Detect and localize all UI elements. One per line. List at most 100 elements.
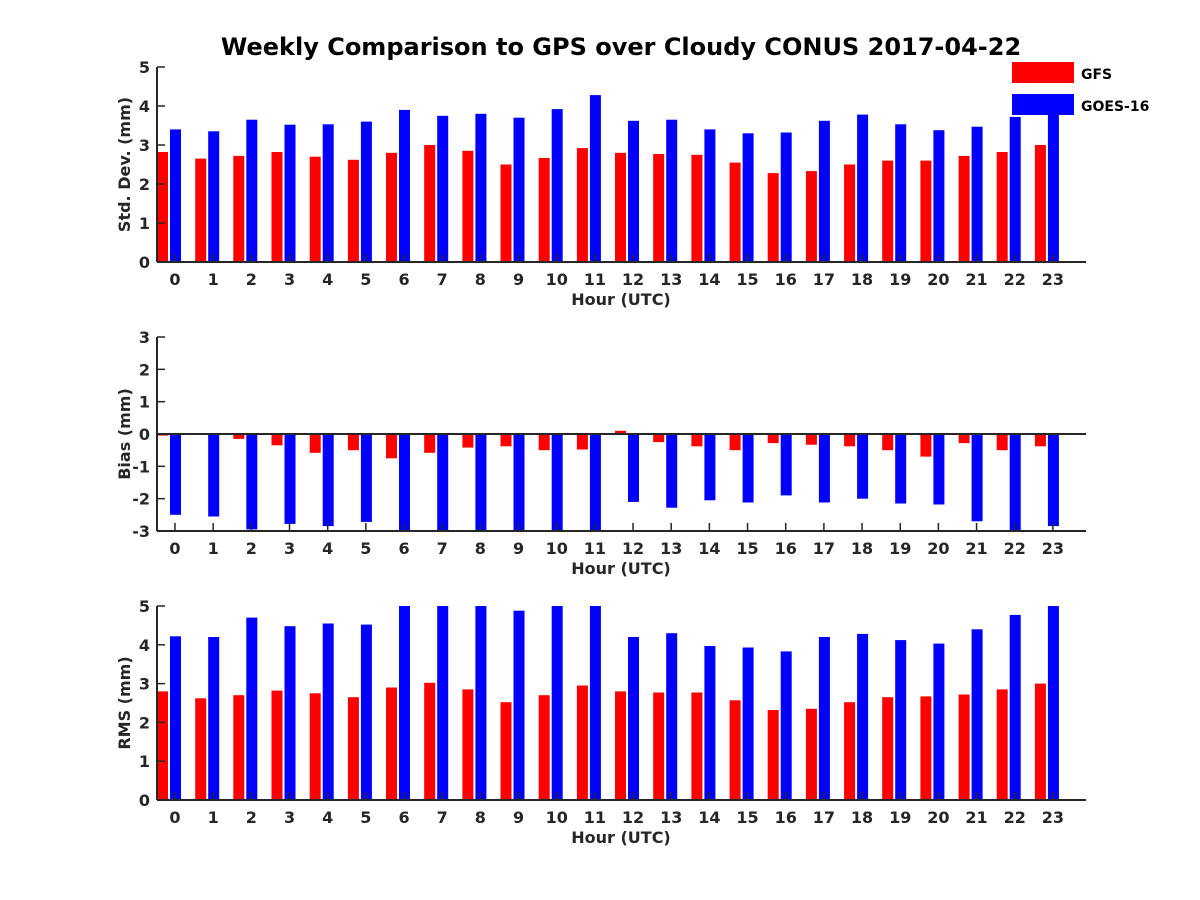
bar-gfs-10 bbox=[538, 695, 550, 800]
bar-gfs-14 bbox=[691, 434, 703, 447]
bar-gfs-3 bbox=[271, 690, 283, 800]
bar-gfs-13 bbox=[653, 692, 665, 800]
x-axis-label: Hour (UTC) bbox=[571, 828, 671, 847]
bar-gfs-23 bbox=[1034, 683, 1046, 800]
bar-goes16-13 bbox=[666, 434, 678, 508]
bar-goes16-7 bbox=[437, 606, 449, 800]
bar-goes16-23 bbox=[1047, 606, 1059, 800]
bar-goes16-10 bbox=[551, 434, 563, 531]
bar-gfs-7 bbox=[424, 145, 436, 262]
bar-gfs-21 bbox=[958, 434, 970, 444]
x-tick-label: 8 bbox=[475, 539, 486, 558]
x-tick-label: 17 bbox=[813, 808, 835, 827]
legend-label-gfs: GFS bbox=[1081, 67, 1112, 83]
x-tick-label: 8 bbox=[475, 270, 486, 289]
x-tick-label: 10 bbox=[546, 808, 568, 827]
bar-gfs-22 bbox=[996, 152, 1008, 262]
bar-goes16-9 bbox=[513, 610, 525, 800]
x-tick-label: 8 bbox=[475, 808, 486, 827]
bar-goes16-10 bbox=[551, 606, 563, 800]
bar-goes16-17 bbox=[818, 120, 830, 262]
bar-gfs-7 bbox=[424, 682, 436, 800]
y-tick-label: 1 bbox=[139, 393, 150, 412]
x-tick-label: 11 bbox=[584, 539, 606, 558]
bar-goes16-21 bbox=[971, 629, 983, 800]
x-tick-label: 21 bbox=[965, 808, 987, 827]
bar-goes16-2 bbox=[246, 434, 258, 530]
bar-goes16-3 bbox=[284, 626, 296, 800]
bar-gfs-17 bbox=[805, 434, 817, 445]
y-tick-label: 0 bbox=[139, 253, 150, 272]
bar-gfs-13 bbox=[653, 154, 665, 262]
bar-gfs-22 bbox=[996, 434, 1008, 451]
x-tick-label: 6 bbox=[398, 539, 409, 558]
bar-goes16-19 bbox=[895, 434, 907, 504]
bar-gfs-0 bbox=[157, 152, 168, 262]
x-tick-label: 0 bbox=[169, 539, 180, 558]
bar-goes16-22 bbox=[1009, 614, 1021, 800]
legend: GFS GOES-16 bbox=[1012, 62, 1149, 115]
x-tick-label: 12 bbox=[622, 270, 644, 289]
bar-goes16-18 bbox=[857, 434, 869, 499]
bar-goes16-23 bbox=[1047, 111, 1059, 262]
y-tick-label: -1 bbox=[132, 457, 150, 476]
bar-goes16-23 bbox=[1047, 434, 1059, 527]
x-tick-label: 12 bbox=[622, 808, 644, 827]
bar-gfs-4 bbox=[309, 156, 321, 262]
y-tick-label: 2 bbox=[139, 360, 150, 379]
bar-gfs-9 bbox=[500, 702, 512, 800]
bar-goes16-7 bbox=[437, 115, 449, 263]
x-tick-label: 17 bbox=[813, 539, 835, 558]
bar-gfs-8 bbox=[462, 689, 474, 800]
x-tick-label: 13 bbox=[660, 539, 682, 558]
bar-gfs-12 bbox=[615, 691, 626, 800]
y-tick-label: 3 bbox=[139, 675, 150, 694]
x-tick-label: 13 bbox=[660, 808, 682, 827]
x-tick-label: 5 bbox=[360, 539, 371, 558]
y-tick-label: 0 bbox=[139, 425, 150, 444]
bar-goes16-12 bbox=[628, 120, 639, 262]
x-tick-label: 15 bbox=[736, 808, 758, 827]
y-tick-label: 1 bbox=[139, 752, 150, 771]
x-tick-label: 20 bbox=[927, 539, 949, 558]
x-tick-label: 3 bbox=[284, 808, 295, 827]
x-tick-label: 4 bbox=[322, 539, 333, 558]
bar-gfs-5 bbox=[347, 697, 359, 800]
bar-goes16-4 bbox=[322, 124, 334, 262]
bar-gfs-23 bbox=[1034, 434, 1046, 447]
bar-goes16-20 bbox=[933, 643, 945, 800]
bar-gfs-9 bbox=[500, 164, 512, 262]
x-tick-label: 19 bbox=[889, 808, 911, 827]
bar-gfs-4 bbox=[309, 434, 321, 453]
x-axis-label: Hour (UTC) bbox=[571, 290, 671, 309]
bar-gfs-7 bbox=[424, 434, 436, 453]
bar-gfs-6 bbox=[386, 687, 397, 800]
x-tick-label: 0 bbox=[169, 270, 180, 289]
bar-goes16-8 bbox=[475, 113, 487, 262]
legend-swatch-goes16 bbox=[1012, 94, 1074, 115]
bar-goes16-6 bbox=[399, 434, 410, 531]
bar-gfs-2 bbox=[233, 434, 245, 439]
bar-gfs-12 bbox=[615, 430, 626, 434]
x-tick-label: 17 bbox=[813, 270, 835, 289]
bar-goes16-13 bbox=[666, 119, 678, 262]
bar-gfs-10 bbox=[538, 157, 550, 262]
bar-gfs-4 bbox=[309, 693, 321, 800]
bar-goes16-17 bbox=[818, 434, 830, 503]
bar-gfs-6 bbox=[386, 152, 397, 262]
x-tick-label: 12 bbox=[622, 539, 644, 558]
bar-goes16-11 bbox=[589, 434, 601, 531]
x-tick-label: 10 bbox=[546, 270, 568, 289]
bar-goes16-0 bbox=[170, 434, 181, 515]
y-axis-label: RMS (mm) bbox=[115, 656, 134, 749]
y-tick-label: 5 bbox=[139, 58, 150, 77]
bar-gfs-15 bbox=[729, 434, 741, 451]
bar-gfs-21 bbox=[958, 694, 970, 800]
bar-goes16-20 bbox=[933, 130, 945, 262]
bar-goes16-5 bbox=[360, 434, 372, 522]
x-tick-label: 23 bbox=[1042, 539, 1064, 558]
bar-goes16-10 bbox=[551, 109, 563, 262]
